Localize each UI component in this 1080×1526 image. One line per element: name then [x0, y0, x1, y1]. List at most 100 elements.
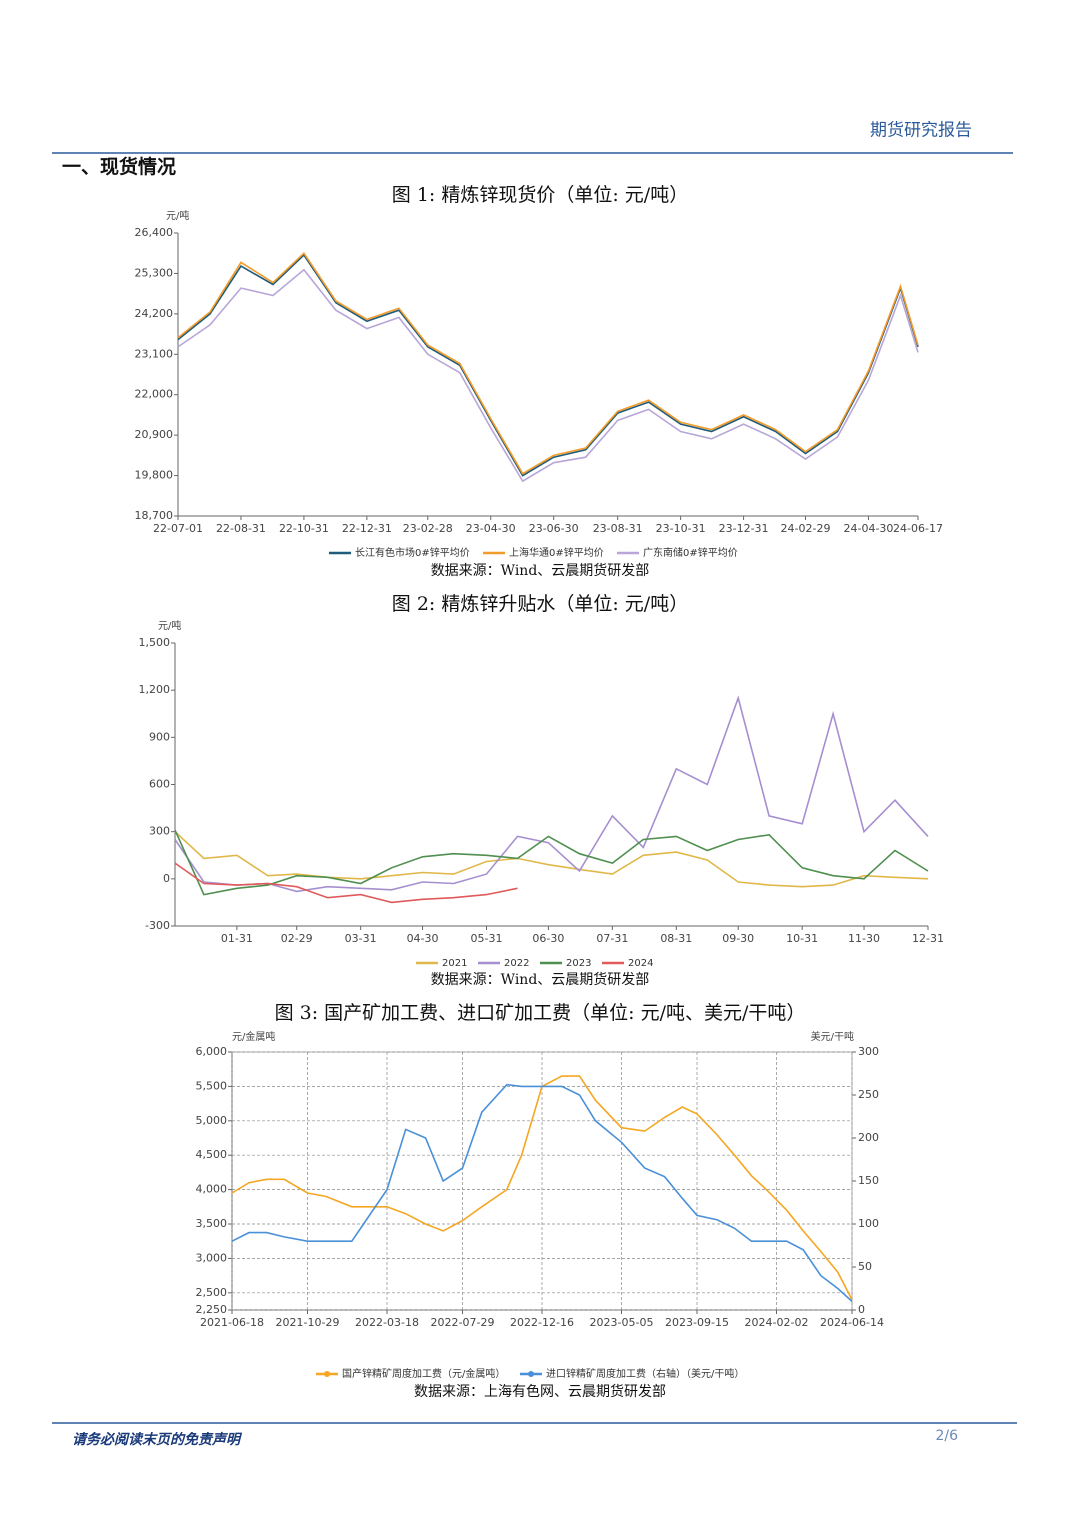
series-line [177, 251, 919, 475]
figure-source: 数据来源：上海有色网、云晨期货研发部 [414, 1383, 666, 1400]
x-tick-label: 10-31 [786, 932, 818, 945]
x-tick-label: 23-02-28 [403, 522, 453, 535]
y2-tick-label: 150 [858, 1174, 879, 1187]
x-tick-label: 23-04-30 [466, 522, 516, 535]
y-tick-label: 600 [149, 778, 170, 791]
series-line [231, 1083, 853, 1302]
y-tick-label: 1,500 [139, 636, 171, 649]
x-tick-label: 24-02-29 [781, 522, 831, 535]
legend-label: 2021 [442, 958, 467, 969]
figure-title: 图 1: 精炼锌现货价（单位: 元/吨） [392, 184, 688, 206]
y2-tick-label: 300 [858, 1045, 879, 1058]
series-line [177, 253, 919, 477]
legend-marker [324, 1371, 330, 1377]
y2-tick-label: 0 [858, 1303, 865, 1316]
series-line [174, 695, 929, 893]
y-tick-label: 6,000 [196, 1045, 228, 1058]
series-line [231, 1075, 853, 1301]
y-tick-label: 3,000 [196, 1251, 228, 1264]
x-tick-label: 2024-06-14 [820, 1316, 884, 1329]
legend-label: 进口锌精矿周度加工费（右轴）（美元/干吨） [546, 1367, 744, 1380]
x-tick-label: 22-12-31 [342, 522, 392, 535]
figure-title: 图 3: 国产矿加工费、进口矿加工费（单位: 元/吨、美元/干吨） [275, 1002, 806, 1024]
header-title: 期货研究报告 [870, 121, 972, 141]
x-tick-label: 06-30 [532, 932, 564, 945]
y-tick-label: 300 [149, 825, 170, 838]
x-tick-label: 07-31 [596, 932, 628, 945]
y-tick-label: 25,300 [135, 266, 174, 279]
x-tick-label: 2022-12-16 [510, 1316, 574, 1329]
y2-tick-label: 100 [858, 1217, 879, 1230]
y-tick-label: 26,400 [135, 226, 174, 239]
legend-label: 2024 [628, 958, 653, 969]
x-tick-label: 24-04-30 [843, 522, 893, 535]
x-tick-label: 11-30 [848, 932, 880, 945]
y-tick-label: 23,100 [135, 347, 174, 360]
x-tick-label: 09-30 [722, 932, 754, 945]
x-tick-label: 01-31 [221, 932, 253, 945]
x-tick-label: 05-31 [471, 932, 503, 945]
x-tick-label: 2023-05-05 [590, 1316, 654, 1329]
series-line [174, 831, 929, 888]
x-tick-label: 2022-07-29 [431, 1316, 495, 1329]
x-tick-label: 08-31 [660, 932, 692, 945]
x-tick-label: 2024-02-02 [745, 1316, 809, 1329]
figure-source: 数据来源：Wind、云晨期货研发部 [431, 971, 650, 988]
y-tick-label: 2,500 [196, 1286, 228, 1299]
x-tick-label: 23-10-31 [656, 522, 706, 535]
y-tick-label: 20,900 [135, 428, 174, 441]
footer-disclaimer: 请务必阅读末页的免责声明 [72, 1431, 243, 1448]
series-line [174, 829, 929, 896]
y-tick-label: 4,500 [196, 1148, 228, 1161]
x-tick-label: 2021-06-18 [200, 1316, 264, 1329]
y2-tick-label: 250 [858, 1088, 879, 1101]
legend-label: 国产锌精矿周度加工费（元/金属吨） [342, 1367, 505, 1380]
x-tick-label: 2023-09-15 [665, 1316, 729, 1329]
legend-label: 上海华通0#锌平均价 [509, 546, 604, 559]
y-tick-label: 2,250 [196, 1303, 228, 1316]
plot-frame [231, 1051, 853, 1311]
legend-label: 2022 [504, 958, 529, 969]
page-number: 2/6 [935, 1428, 958, 1444]
x-tick-label: 22-10-31 [279, 522, 329, 535]
x-tick-label: 22-08-31 [216, 522, 266, 535]
x-tick-label: 24-06-17 [893, 522, 943, 535]
y-tick-label: 18,700 [135, 509, 174, 522]
x-tick-label: 12-31 [912, 932, 944, 945]
x-tick-label: 22-07-01 [153, 522, 203, 535]
y-tick-label: 900 [149, 730, 170, 743]
y-tick-label: 5,500 [196, 1079, 228, 1092]
x-tick-label: 23-12-31 [719, 522, 769, 535]
y-tick-label: 19,800 [135, 469, 174, 482]
y-tick-label: 1,200 [139, 683, 171, 696]
section-title: 一、现货情况 [62, 155, 176, 178]
y2-axis-label: 美元/干吨 [811, 1030, 854, 1043]
legend-label: 长江有色市场0#锌平均价 [355, 546, 470, 559]
y-tick-label: 5,000 [196, 1114, 228, 1127]
y-tick-label: 22,000 [135, 388, 174, 401]
y-axis-label: 元/金属吨 [232, 1030, 275, 1043]
y-axis-label: 元/吨 [166, 209, 189, 222]
y2-tick-label: 200 [858, 1131, 879, 1144]
x-tick-label: 2021-10-29 [276, 1316, 340, 1329]
legend-marker [528, 1371, 534, 1377]
x-tick-label: 03-31 [345, 932, 377, 945]
x-tick-label: 02-29 [281, 932, 313, 945]
figure-title: 图 2: 精炼锌升贴水（单位: 元/吨） [392, 593, 688, 615]
figure-source: 数据来源：Wind、云晨期货研发部 [431, 562, 650, 579]
x-tick-label: 23-08-31 [593, 522, 643, 535]
legend-label: 2023 [566, 958, 591, 969]
series-line [174, 862, 518, 904]
y-axis-label: 元/吨 [158, 619, 181, 632]
y-tick-label: 3,500 [196, 1217, 228, 1230]
legend-label: 广东南储0#锌平均价 [643, 546, 738, 559]
x-tick-label: 23-06-30 [529, 522, 579, 535]
y-tick-label: 24,200 [135, 307, 174, 320]
series-line [177, 268, 919, 483]
x-tick-label: 2022-03-18 [355, 1316, 419, 1329]
y-tick-label: 0 [163, 872, 170, 885]
y2-tick-label: 50 [858, 1260, 872, 1273]
y-tick-label: -300 [145, 919, 170, 932]
y-tick-label: 4,000 [196, 1183, 228, 1196]
